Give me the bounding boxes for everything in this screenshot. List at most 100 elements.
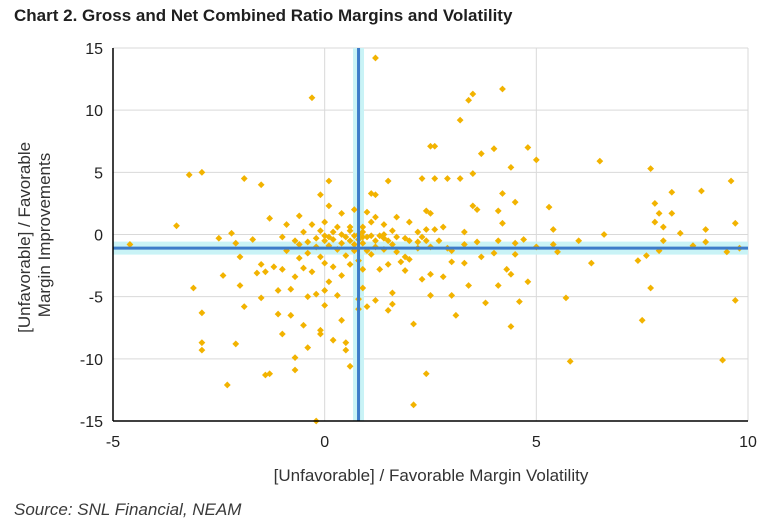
data-point xyxy=(262,268,269,276)
data-point xyxy=(363,208,371,216)
data-point xyxy=(507,323,515,330)
data-point xyxy=(651,200,659,207)
data-point xyxy=(727,177,735,185)
data-point xyxy=(274,287,282,294)
data-point xyxy=(376,265,384,273)
data-point xyxy=(283,221,290,228)
data-point xyxy=(342,233,350,241)
data-point xyxy=(317,326,324,334)
data-point xyxy=(524,278,532,286)
data-point xyxy=(304,249,312,257)
data-point xyxy=(342,252,350,260)
y-axis-label-line-1: [Unfavorable] / Favorable xyxy=(15,142,34,333)
data-point xyxy=(596,157,604,165)
data-point xyxy=(549,241,557,248)
data-point xyxy=(278,233,286,241)
data-point xyxy=(427,270,434,278)
data-point xyxy=(431,142,439,150)
data-point xyxy=(350,206,358,214)
data-point xyxy=(312,290,320,298)
data-point xyxy=(338,239,345,247)
data-point xyxy=(494,237,502,245)
data-point xyxy=(308,268,316,276)
data-point xyxy=(460,259,468,267)
data-point xyxy=(482,299,489,307)
data-point xyxy=(499,219,506,227)
data-point xyxy=(465,282,472,289)
data-point xyxy=(321,301,329,309)
data-point xyxy=(549,226,557,233)
data-point xyxy=(321,218,329,226)
data-point xyxy=(511,250,519,258)
data-point xyxy=(431,226,439,233)
data-point xyxy=(469,202,477,210)
data-point xyxy=(367,218,375,226)
y-tick-label: -5 xyxy=(89,290,103,307)
data-point xyxy=(490,145,498,153)
data-point xyxy=(731,296,739,304)
data-point xyxy=(304,293,312,301)
y-tick-label: 0 xyxy=(94,228,103,245)
data-point xyxy=(410,320,417,328)
data-point xyxy=(499,190,506,197)
data-point xyxy=(274,310,282,318)
data-point xyxy=(346,237,354,245)
data-point xyxy=(240,175,248,182)
tick-labels: -5 0 5 10 -15 -10 -5 0 5 10 15 xyxy=(80,41,757,451)
data-point xyxy=(215,234,223,242)
x-tick-label: 10 xyxy=(739,434,757,451)
data-point xyxy=(350,241,358,248)
data-point xyxy=(295,241,303,248)
source-note: Source: SNL Financial, NEAM xyxy=(14,500,242,519)
x-axis-label: [Unfavorable] / Favorable Margin Volatil… xyxy=(274,466,589,485)
data-point xyxy=(655,209,663,217)
data-point xyxy=(422,370,430,378)
data-point xyxy=(346,223,354,231)
data-point xyxy=(367,190,375,197)
data-point xyxy=(427,142,434,150)
data-point xyxy=(384,237,392,245)
data-point xyxy=(325,278,333,286)
data-point xyxy=(257,294,265,302)
data-point xyxy=(600,231,608,238)
data-point xyxy=(300,264,307,272)
data-point xyxy=(503,265,511,273)
data-point xyxy=(338,272,345,279)
data-point xyxy=(439,273,447,281)
data-point xyxy=(587,259,595,267)
data-point xyxy=(287,285,295,293)
data-point xyxy=(329,263,337,271)
data-point xyxy=(333,223,341,231)
data-point xyxy=(384,306,392,314)
data-point xyxy=(372,213,379,221)
data-point xyxy=(448,292,456,299)
data-point xyxy=(511,198,519,206)
data-point xyxy=(659,223,667,231)
data-point xyxy=(393,213,401,221)
gridlines xyxy=(112,47,749,422)
data-point xyxy=(291,366,299,374)
data-point xyxy=(516,298,523,306)
data-point xyxy=(295,212,303,220)
data-point xyxy=(494,282,502,289)
data-point xyxy=(240,303,248,311)
data-point xyxy=(401,267,409,274)
data-point xyxy=(363,303,371,311)
data-point xyxy=(435,237,443,245)
data-point xyxy=(490,249,498,257)
data-point xyxy=(676,229,684,237)
data-point xyxy=(359,284,367,292)
data-point xyxy=(427,292,434,299)
data-point xyxy=(363,233,371,241)
data-point xyxy=(308,94,316,102)
data-point xyxy=(338,316,345,324)
data-point xyxy=(338,209,345,217)
data-point xyxy=(126,241,134,248)
data-point xyxy=(477,150,485,158)
data-point xyxy=(270,263,278,271)
data-point xyxy=(554,248,561,256)
data-point xyxy=(380,221,388,228)
data-point xyxy=(278,330,286,338)
chart-title: Chart 2. Gross and Net Combined Ratio Ma… xyxy=(14,6,513,25)
data-point xyxy=(228,229,235,237)
